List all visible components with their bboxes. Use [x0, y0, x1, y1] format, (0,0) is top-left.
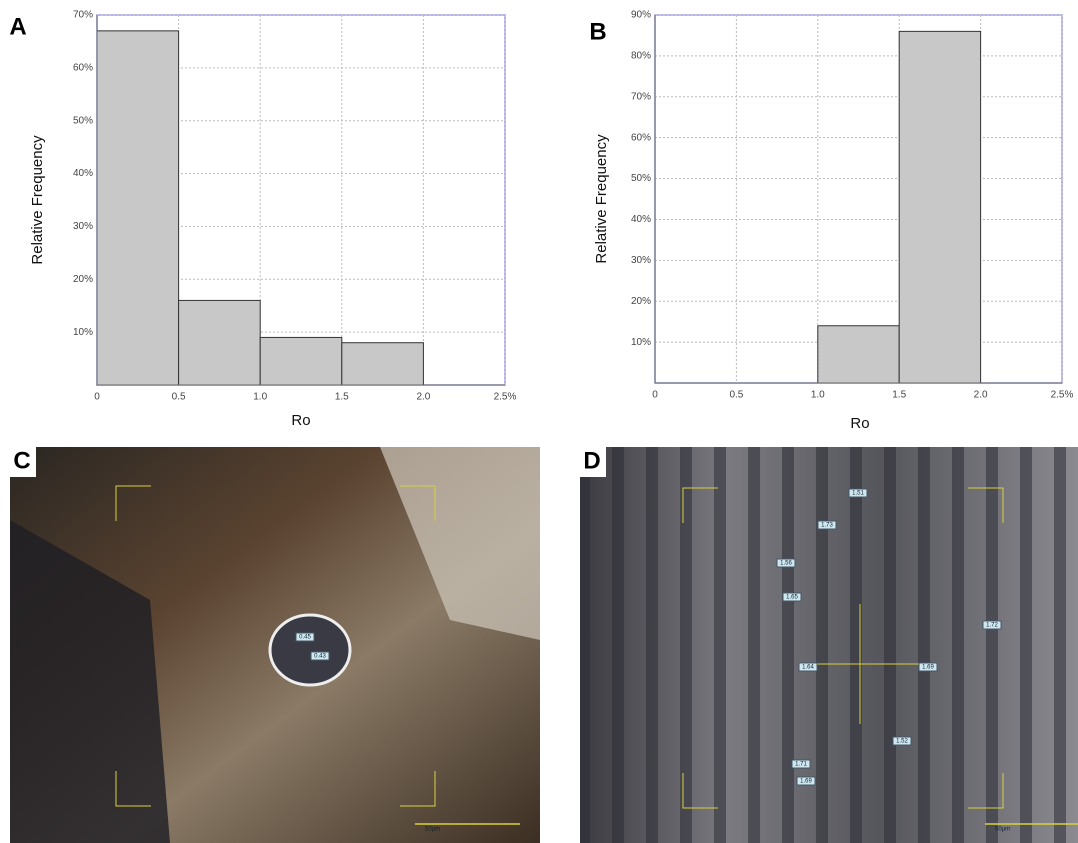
bar — [342, 343, 424, 385]
y-tick-label: 20% — [73, 274, 93, 285]
y-axis-label: Relative Frequency — [593, 134, 610, 264]
y-tick-label: 70% — [73, 10, 93, 21]
y-tick-label: 70% — [631, 91, 651, 102]
y-tick-label: 80% — [631, 51, 651, 62]
x-tick-label: 0 — [652, 390, 658, 401]
y-tick-label: 20% — [631, 296, 651, 307]
y-tick-label: 50% — [631, 173, 651, 184]
x-tick-label: 0.5 — [729, 390, 743, 401]
x-tick-label: 2.5% — [1051, 390, 1074, 401]
x-tick-label: 1.5 — [335, 392, 349, 403]
panel-label: D — [583, 447, 600, 474]
figure: 10% 20% 30% 40% 50% 60% 70% 0 0.5 1.0 1.5 2.0 2.5% A R… — [0, 0, 1078, 843]
annotation: 1.65 — [786, 595, 798, 601]
x-tick-label: 1.0 — [253, 392, 267, 403]
x-tick-label: 0.5 — [172, 392, 186, 403]
y-tick-label: 60% — [631, 132, 651, 143]
annotation: 1.69 — [922, 665, 934, 671]
annotation: 1.51 — [852, 491, 864, 497]
annotation: 1.73 — [821, 523, 833, 529]
bar — [818, 326, 899, 383]
scale-label: 50µm — [995, 827, 1010, 833]
panel-label: C — [13, 447, 30, 474]
bar — [97, 31, 179, 385]
photo-c — [10, 447, 540, 843]
y-tick-label: 10% — [631, 337, 651, 348]
annotation: 1.69 — [800, 779, 812, 785]
panel-label: B — [589, 18, 606, 45]
x-tick-label: 1.0 — [811, 390, 825, 401]
scale-label: 50µm — [425, 827, 440, 833]
bar — [179, 300, 261, 385]
x-tick-label: 1.5 — [892, 390, 906, 401]
y-tick-label: 40% — [631, 214, 651, 225]
annotation: 1.52 — [896, 739, 908, 745]
y-tick-label: 90% — [631, 10, 651, 21]
annotation: 1.72 — [986, 623, 998, 629]
x-axis-label: Ro — [850, 415, 869, 432]
y-axis-label: Relative Frequency — [29, 135, 46, 265]
x-tick-label: 2.0 — [416, 392, 430, 403]
x-tick-label: 2.0 — [974, 390, 988, 401]
x-tick-label: 0 — [94, 392, 100, 403]
y-tick-label: 30% — [73, 221, 93, 232]
y-tick-label: 50% — [73, 115, 93, 126]
annotation: 0.43 — [314, 654, 326, 660]
annotation: 1.64 — [802, 665, 814, 671]
y-tick-label: 30% — [631, 255, 651, 266]
annotation: 1.56 — [780, 561, 792, 567]
y-tick-label: 60% — [73, 62, 93, 73]
y-tick-label: 40% — [73, 168, 93, 179]
x-tick-label: 2.5% — [494, 392, 517, 403]
bar — [260, 337, 342, 385]
x-axis-label: Ro — [291, 412, 310, 429]
annotation: 1.71 — [795, 762, 807, 768]
bar — [899, 31, 980, 383]
annotation: 0.45 — [299, 635, 311, 641]
panel-label: A — [9, 13, 26, 40]
y-tick-label: 10% — [73, 327, 93, 338]
